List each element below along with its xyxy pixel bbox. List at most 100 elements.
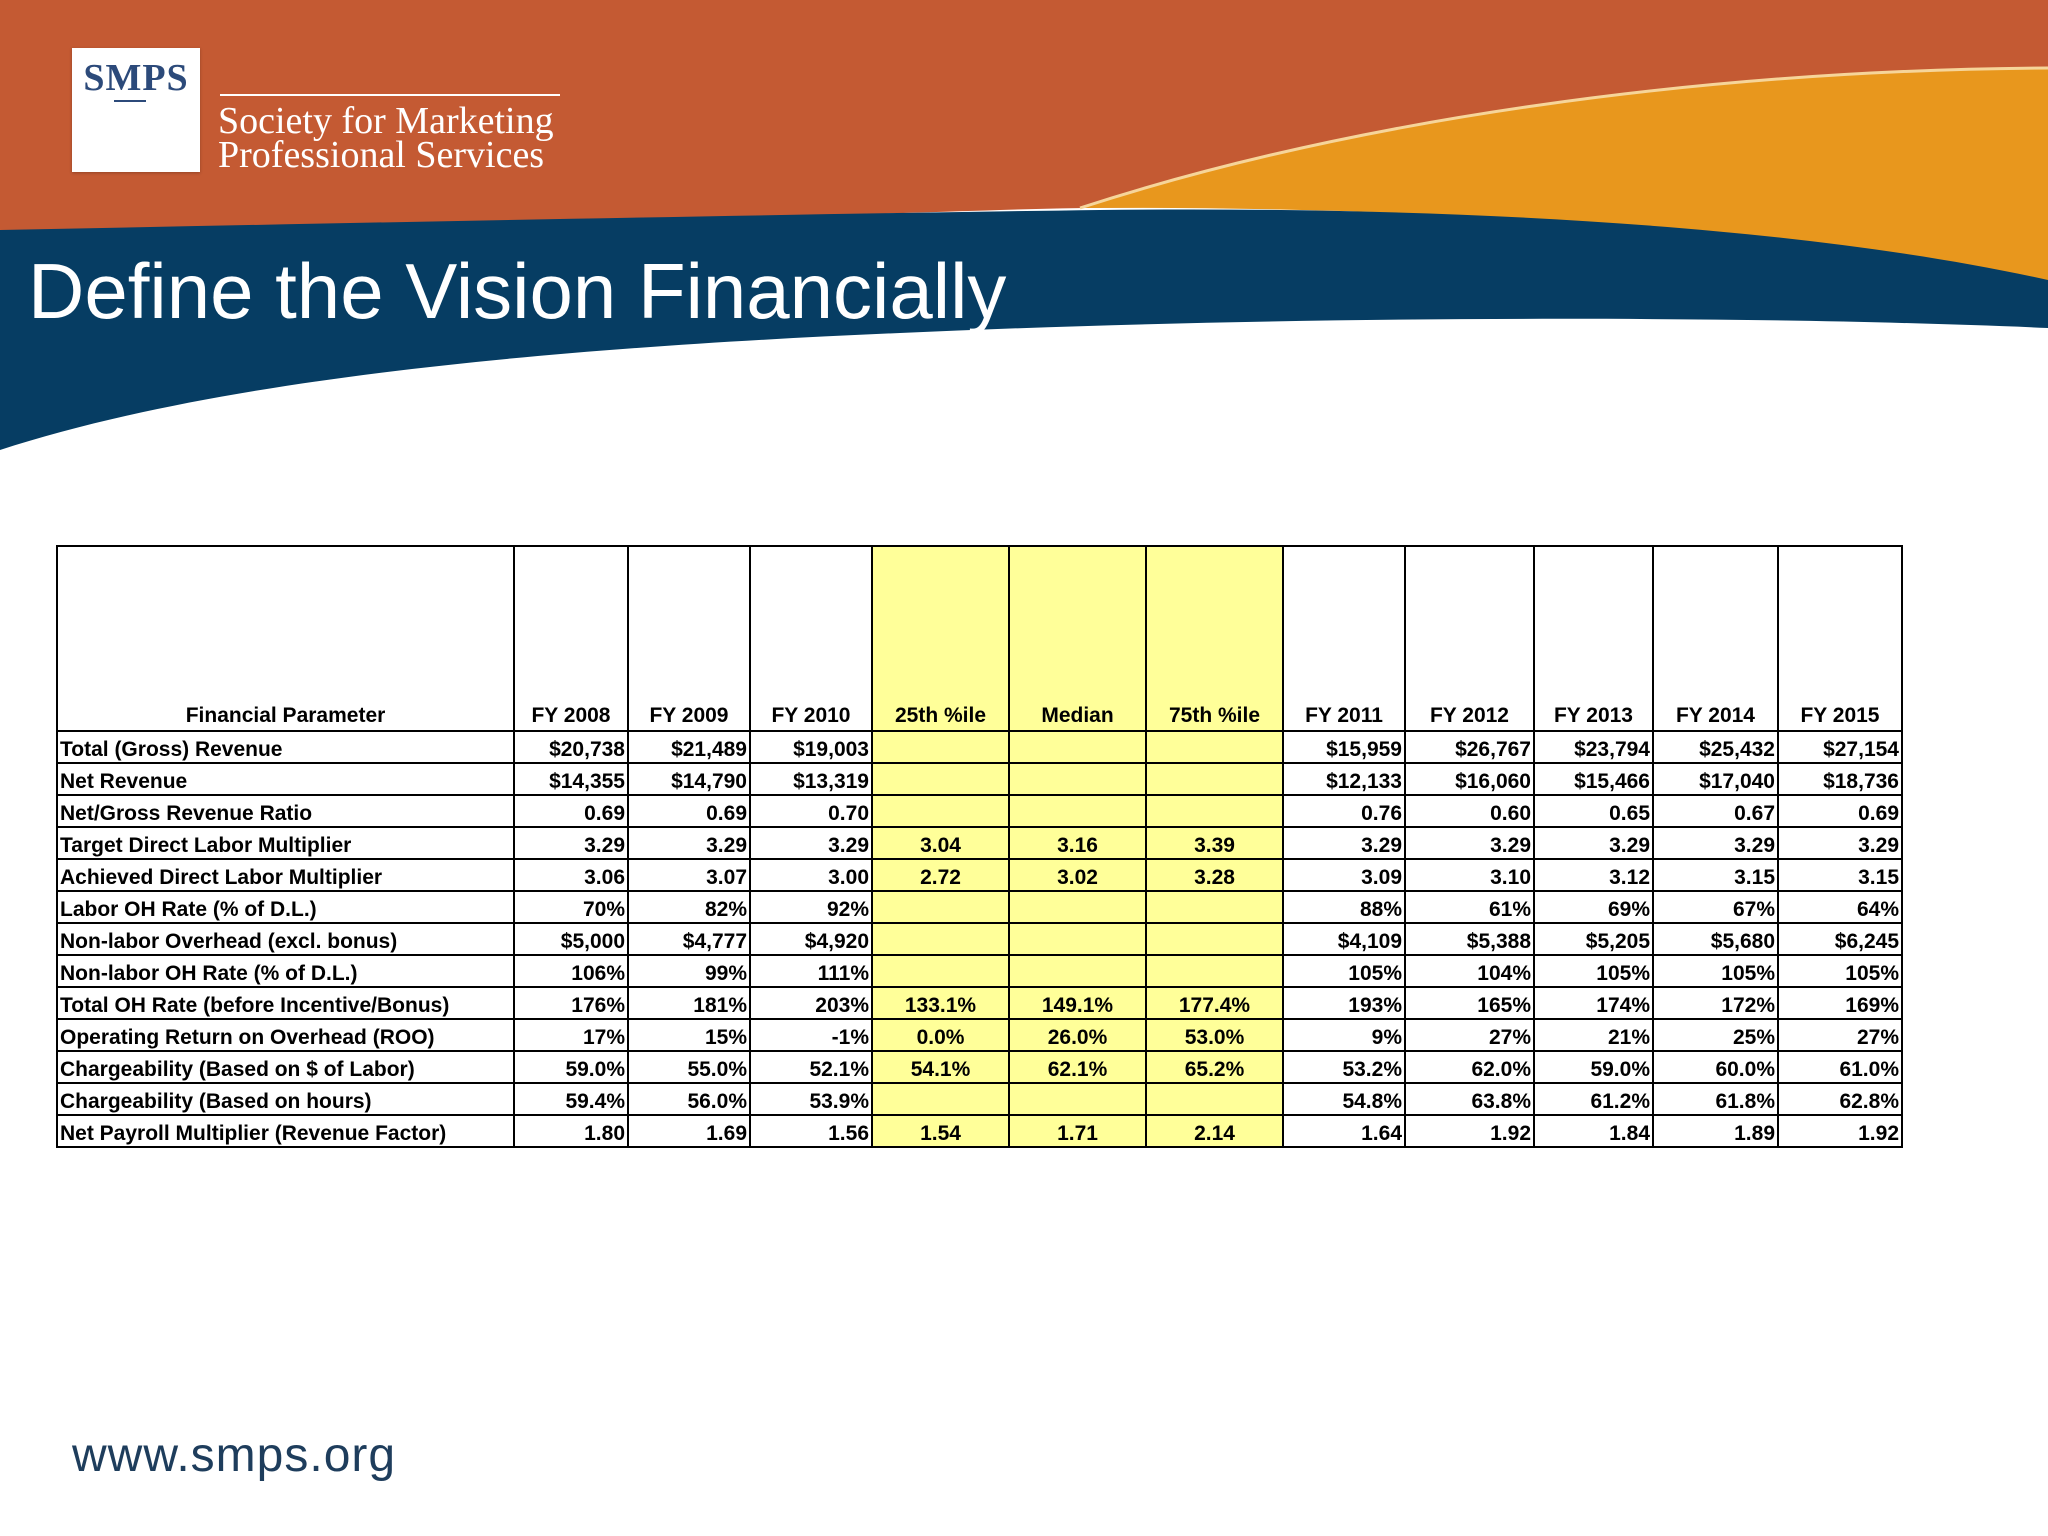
table-cell: 61.2%: [1533, 1082, 1654, 1116]
table-row: Chargeability (Based on hours) 59.4% 56.0%…: [56, 1082, 1903, 1116]
table-cell: 3.12: [1533, 858, 1654, 892]
table-cell: 69%: [1533, 890, 1654, 924]
table-row: Operating Return on Overhead (ROO) 17% 15%…: [56, 1018, 1903, 1052]
table-cell: $4,777: [627, 922, 751, 956]
table-cell: 59.0%: [513, 1050, 629, 1084]
table-cell: [1008, 922, 1147, 956]
table-cell: $15,959: [1282, 730, 1406, 764]
table-cell: 3.15: [1652, 858, 1779, 892]
table-cell: 105%: [1777, 954, 1903, 988]
table-cell: 1.92: [1777, 1114, 1903, 1148]
row-label: Net/Gross Revenue Ratio: [56, 794, 515, 828]
table-cell: 3.29: [1282, 826, 1406, 860]
table-cell: [1008, 794, 1147, 828]
table-cell: [1145, 954, 1284, 988]
column-header: Median: [1008, 545, 1147, 732]
column-header: FY 2008: [513, 545, 629, 732]
table-cell: 1.54: [871, 1114, 1010, 1148]
table-cell: 105%: [1652, 954, 1779, 988]
table-cell: [1008, 1082, 1147, 1116]
table-row: Achieved Direct Labor Multiplier 3.06 3.07…: [56, 858, 1903, 892]
table-cell: 62.8%: [1777, 1082, 1903, 1116]
table-cell: 3.10: [1404, 858, 1535, 892]
column-header: FY 2015: [1777, 545, 1903, 732]
org-name-rule: [220, 94, 560, 96]
table-cell: [871, 1082, 1010, 1116]
table-cell: 3.29: [749, 826, 873, 860]
table-cell: 54.1%: [871, 1050, 1010, 1084]
table-cell: $27,154: [1777, 730, 1903, 764]
table-cell: $5,680: [1652, 922, 1779, 956]
table-cell: $26,767: [1404, 730, 1535, 764]
table-cell: 177.4%: [1145, 986, 1284, 1020]
swoosh-highlight: [1079, 66, 2048, 210]
table-cell: 0.67: [1652, 794, 1779, 828]
table-cell: [871, 954, 1010, 988]
table-cell: 133.1%: [871, 986, 1010, 1020]
table-cell: -1%: [749, 1018, 873, 1052]
table-row: Total OH Rate (before Incentive/Bonus) 17…: [56, 986, 1903, 1020]
table-cell: 55.0%: [627, 1050, 751, 1084]
table-cell: 3.07: [627, 858, 751, 892]
table-cell: 2.72: [871, 858, 1010, 892]
table-cell: [1145, 762, 1284, 796]
table-cell: [1145, 794, 1284, 828]
table-cell: 27%: [1777, 1018, 1903, 1052]
table-cell: [871, 890, 1010, 924]
table-cell: 61.0%: [1777, 1050, 1903, 1084]
column-header: FY 2010: [749, 545, 873, 732]
table-cell: 3.09: [1282, 858, 1406, 892]
table-cell: 63.8%: [1404, 1082, 1535, 1116]
table-cell: 3.29: [1404, 826, 1535, 860]
table-cell: 26.0%: [1008, 1018, 1147, 1052]
table-cell: 3.29: [1777, 826, 1903, 860]
org-name-line-2: Professional Services: [218, 134, 545, 176]
row-label: Total (Gross) Revenue: [56, 730, 515, 764]
table-cell: 3.29: [1533, 826, 1654, 860]
table-cell: [1008, 730, 1147, 764]
table-cell: 3.16: [1008, 826, 1147, 860]
table-cell: 106%: [513, 954, 629, 988]
table-cell: $5,388: [1404, 922, 1535, 956]
table-cell: 1.71: [1008, 1114, 1147, 1148]
table-cell: [1008, 762, 1147, 796]
table-cell: 3.15: [1777, 858, 1903, 892]
row-label: Chargeability (Based on $ of Labor): [56, 1050, 515, 1084]
row-label: Chargeability (Based on hours): [56, 1082, 515, 1116]
table-row: Chargeability (Based on $ of Labor) 59.0%…: [56, 1050, 1903, 1084]
table-body: Total (Gross) Revenue $20,738 $21,489 $19,0…: [56, 730, 1903, 1148]
table-cell: 21%: [1533, 1018, 1654, 1052]
table-cell: 3.02: [1008, 858, 1147, 892]
table-cell: [871, 730, 1010, 764]
table-cell: 1.84: [1533, 1114, 1654, 1148]
table-cell: 82%: [627, 890, 751, 924]
table-cell: $5,000: [513, 922, 629, 956]
table-cell: 169%: [1777, 986, 1903, 1020]
table-cell: 0.65: [1533, 794, 1654, 828]
header-row: Financial Parameter FY 2008 FY 2009 FY 2010…: [56, 545, 1903, 732]
table-cell: 3.28: [1145, 858, 1284, 892]
table-cell: 193%: [1282, 986, 1406, 1020]
table-cell: 67%: [1652, 890, 1779, 924]
row-label: Non-labor Overhead (excl. bonus): [56, 922, 515, 956]
row-label: Target Direct Labor Multiplier: [56, 826, 515, 860]
table-cell: [1145, 922, 1284, 956]
table-cell: 0.69: [513, 794, 629, 828]
smps-logo: SMPS: [72, 48, 200, 172]
row-label: Net Revenue: [56, 762, 515, 796]
column-header: FY 2013: [1533, 545, 1654, 732]
table-cell: 9%: [1282, 1018, 1406, 1052]
table-cell: 17%: [513, 1018, 629, 1052]
table-cell: 65.2%: [1145, 1050, 1284, 1084]
table-cell: $18,736: [1777, 762, 1903, 796]
table-cell: 3.06: [513, 858, 629, 892]
table-cell: 0.69: [627, 794, 751, 828]
table-cell: 15%: [627, 1018, 751, 1052]
table-cell: 3.29: [513, 826, 629, 860]
table-cell: 99%: [627, 954, 751, 988]
table-cell: $19,003: [749, 730, 873, 764]
table-cell: 54.8%: [1282, 1082, 1406, 1116]
table-cell: [871, 794, 1010, 828]
table-cell: 111%: [749, 954, 873, 988]
table-cell: $14,790: [627, 762, 751, 796]
